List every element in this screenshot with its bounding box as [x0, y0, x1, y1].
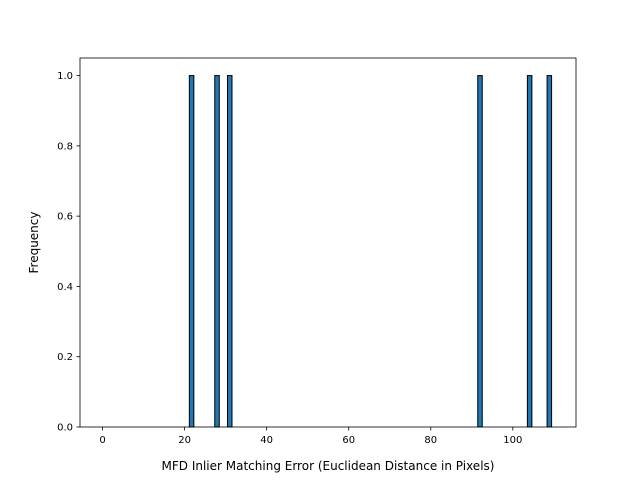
x-tick-label: 0: [99, 435, 105, 446]
x-axis-ticks: 0 20 40 60 80 100: [99, 427, 522, 446]
histogram-bar-5: [526, 75, 533, 428]
y-axis-label: Frequency: [27, 212, 41, 274]
bars-group: [188, 75, 553, 428]
x-axis-label: MFD Inlier Matching Error (Euclidean Dis…: [162, 459, 495, 473]
x-tick-label: 80: [424, 435, 437, 446]
x-tick-label: 20: [178, 435, 191, 446]
y-tick-label: 0.6: [57, 212, 73, 223]
histogram-bar-1: [188, 75, 195, 428]
x-tick-label: 100: [503, 435, 522, 446]
y-tick-label: 0.4: [57, 282, 73, 293]
x-tick-label: 40: [260, 435, 273, 446]
histogram-bar-4: [477, 75, 483, 428]
y-tick-label: 0.2: [57, 352, 73, 363]
histogram-bar-2: [214, 75, 220, 428]
plot-frame: [79, 57, 577, 428]
y-tick-label: 0.8: [57, 141, 73, 152]
histogram-bar-6: [546, 75, 553, 428]
y-axis-ticks: 0.0 0.2 0.4 0.6 0.8 1.0: [57, 71, 80, 434]
x-tick-label: 60: [342, 435, 355, 446]
y-tick-label: 1.0: [57, 71, 73, 82]
histogram-bar-3: [226, 75, 233, 428]
y-tick-label: 0.0: [57, 423, 73, 434]
